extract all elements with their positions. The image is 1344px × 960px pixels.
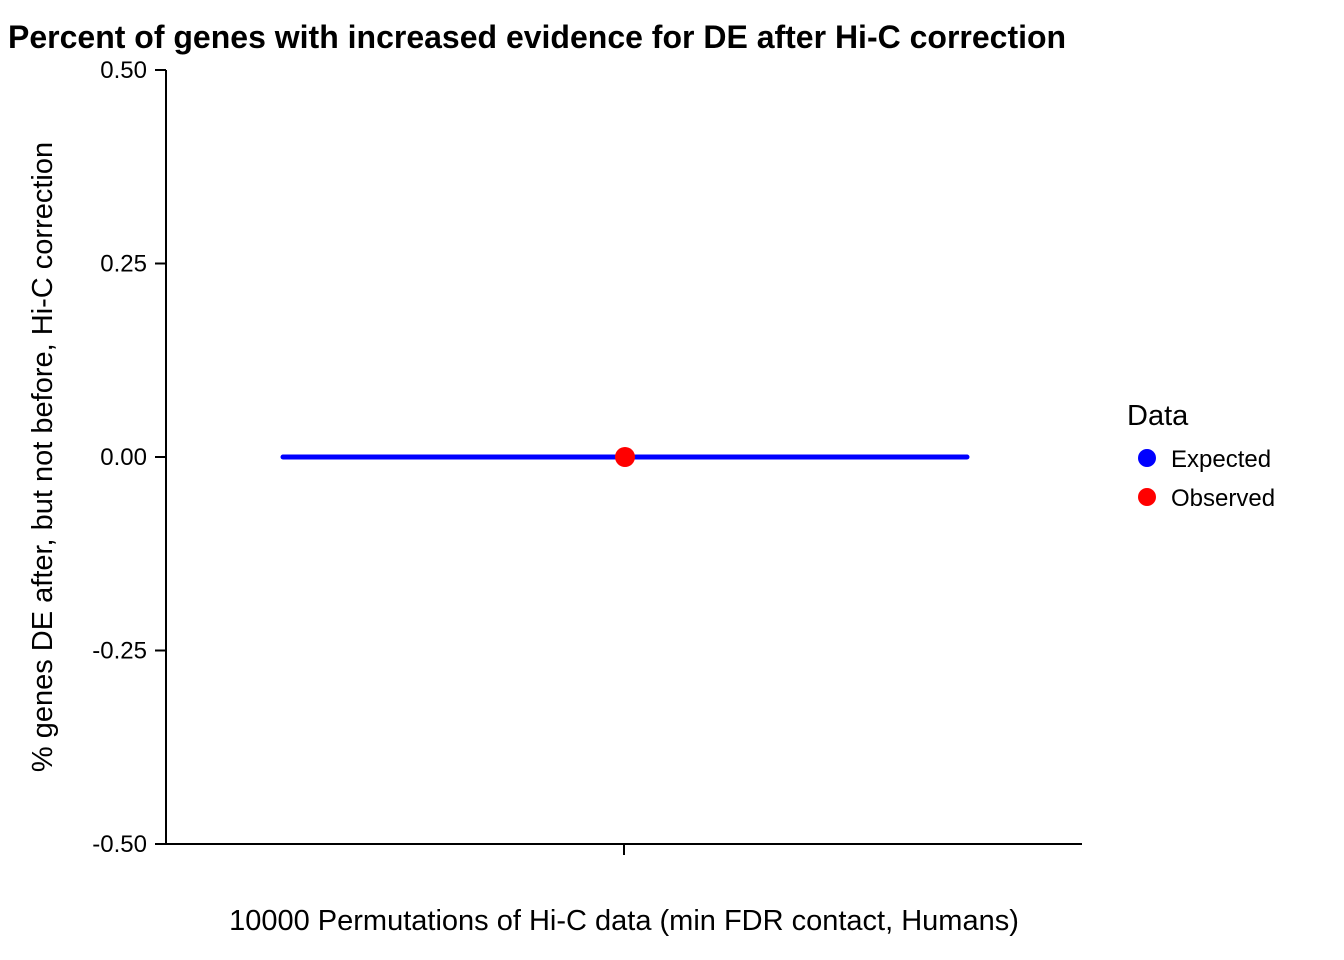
legend-label-observed: Observed (1171, 485, 1275, 512)
y-tick-label: -0.25 (92, 638, 147, 665)
y-tick-label: 0.25 (100, 251, 147, 278)
y-tick-label: 0.00 (100, 444, 147, 471)
legend-key-observed (1138, 488, 1156, 506)
legend-title: Data (1127, 400, 1189, 432)
y-axis: 0.50 0.25 0.00 -0.25 -0.50 (92, 57, 167, 858)
plot-marks (280, 447, 970, 467)
x-axis-title: 10000 Permutations of Hi-C data (min FDR… (229, 905, 1019, 937)
chart-title: Percent of genes with increased evidence… (8, 19, 1066, 55)
observed-point (615, 447, 635, 467)
legend: Data Expected Observed (1127, 400, 1275, 512)
x-axis (166, 843, 1082, 855)
y-tick-label: -0.50 (92, 831, 147, 858)
legend-key-expected (1138, 449, 1156, 467)
y-tick-label: 0.50 (100, 57, 147, 84)
legend-label-expected: Expected (1171, 446, 1271, 473)
y-axis-title: % genes DE after, but not before, Hi-C c… (27, 142, 59, 772)
